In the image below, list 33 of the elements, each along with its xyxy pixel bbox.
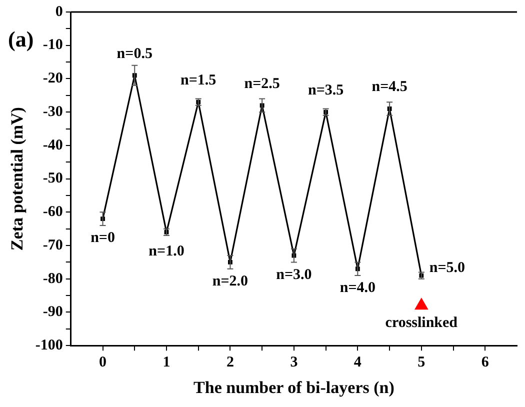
x-tick-label: 2 bbox=[226, 354, 234, 370]
y-tick-label: -60 bbox=[42, 204, 63, 220]
annotation: n=5.0 bbox=[429, 260, 466, 276]
text: (a) bbox=[8, 26, 34, 52]
annotation: n=2.0 bbox=[212, 274, 248, 290]
y-tick-label: -80 bbox=[42, 270, 63, 287]
annotation: n=2.5 bbox=[244, 76, 280, 92]
x-tick-label: 3 bbox=[290, 354, 298, 370]
x-tick-label: 5 bbox=[418, 354, 426, 370]
annotation: n=0 bbox=[90, 230, 115, 246]
x-axis-title: The number of bi-layers (n) bbox=[194, 378, 394, 398]
annotation: n=0.5 bbox=[116, 46, 152, 62]
y-tick-label: -10 bbox=[42, 37, 63, 54]
annotation: n=1.5 bbox=[180, 72, 216, 88]
x-tick-label: 4 bbox=[354, 354, 362, 370]
y-tick-label: -50 bbox=[42, 170, 63, 187]
annotation: n=1.0 bbox=[148, 244, 184, 260]
y-tick-label: -90 bbox=[42, 304, 63, 320]
x-tick-label: 0 bbox=[99, 354, 107, 370]
annotation: n=3.0 bbox=[276, 266, 312, 283]
annotation: n=4.0 bbox=[340, 280, 376, 296]
y-tick-label: -40 bbox=[42, 137, 63, 154]
annotation: n=3.5 bbox=[308, 82, 344, 98]
annotation: crosslinked bbox=[385, 314, 458, 331]
y-tick-label: -100 bbox=[35, 337, 63, 354]
y-tick-label: -30 bbox=[42, 104, 63, 120]
y-tick-label: -70 bbox=[42, 237, 63, 254]
x-tick-label: 1 bbox=[162, 354, 170, 370]
y-tick-label: -20 bbox=[42, 70, 63, 87]
x-tick-label: 6 bbox=[481, 354, 490, 370]
annotation: n=4.5 bbox=[372, 79, 408, 96]
y-axis-title: Zeta potential (mV) bbox=[8, 107, 27, 251]
y-tick-label: 0 bbox=[55, 4, 63, 20]
